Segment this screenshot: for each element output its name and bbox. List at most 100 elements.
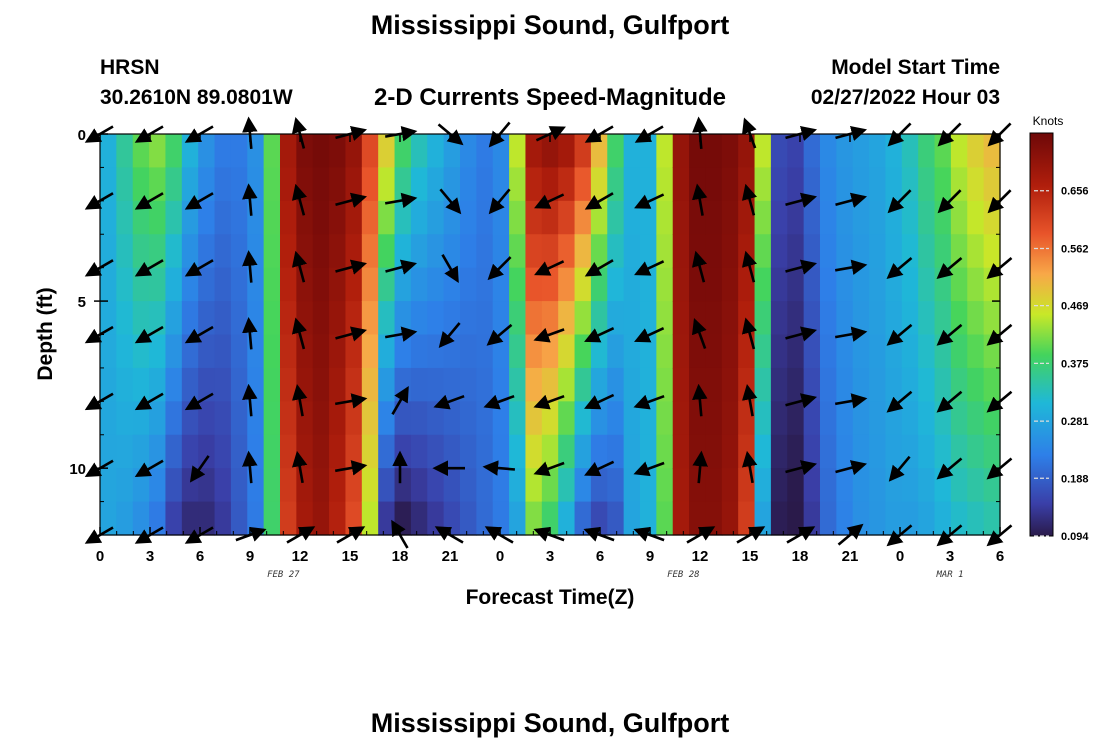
heatmap-cell — [427, 334, 445, 369]
heatmap-cell — [541, 434, 559, 469]
x-tick-label: 15 — [742, 548, 759, 565]
heatmap-cell — [394, 200, 412, 235]
heatmap-cell — [820, 134, 837, 169]
current-arrow — [584, 259, 614, 277]
heatmap-cell — [558, 200, 576, 235]
heatmap-cell — [198, 401, 216, 436]
heatmap-cell — [345, 367, 363, 402]
heatmap-cell — [165, 468, 183, 503]
heatmap-cell — [852, 468, 870, 503]
heatmap-cell — [754, 134, 772, 169]
heatmap-cell — [918, 234, 936, 269]
heatmap-cell — [967, 501, 985, 536]
heatmap-cell — [721, 234, 739, 269]
heatmap-cell — [950, 334, 968, 369]
heatmap-cell — [329, 468, 347, 503]
heatmap-cell — [967, 401, 985, 436]
heatmap-cell — [525, 134, 543, 169]
heatmap-cell — [378, 234, 396, 269]
current-arrow — [534, 193, 565, 209]
heatmap-cell — [656, 167, 674, 202]
date-label: FEB 28 — [667, 570, 700, 580]
heatmap-cell — [410, 468, 428, 503]
heatmap-cell — [705, 234, 723, 269]
heatmap-cell — [312, 167, 330, 202]
heatmap-cell — [803, 401, 821, 436]
heatmap-cell — [869, 501, 887, 536]
heatmap-cell — [149, 200, 167, 235]
heatmap-cell — [738, 468, 756, 503]
heatmap-cell — [165, 434, 183, 469]
x-tick-label: 9 — [246, 548, 254, 565]
heatmap-cell — [280, 267, 297, 302]
heatmap-cell — [770, 367, 788, 402]
heatmap-cell — [181, 301, 199, 336]
heatmap-cell — [345, 200, 363, 235]
heatmap-cell — [198, 234, 216, 269]
heatmap-cell — [214, 234, 232, 269]
heatmap-cell — [950, 267, 968, 302]
heatmap-cell — [132, 501, 150, 536]
heatmap-cell — [263, 134, 281, 169]
heatmap-cell — [656, 267, 674, 302]
heatmap-cell — [803, 468, 821, 503]
heatmap-cell — [836, 234, 854, 269]
heatmap-cell — [214, 434, 232, 469]
current-arrow — [936, 457, 963, 480]
heatmap-cell — [852, 200, 870, 235]
heatmap-cell — [836, 501, 854, 536]
date-label: FEB 27 — [267, 570, 300, 580]
heatmap-cell — [443, 200, 461, 235]
heatmap-cell — [950, 234, 968, 269]
heatmap-cell — [476, 200, 494, 235]
current-arrow — [134, 259, 164, 277]
heatmap-cell — [721, 334, 739, 369]
heatmap-cell — [820, 468, 837, 503]
heatmap-cell — [427, 434, 445, 469]
heatmap-cell — [967, 367, 985, 402]
heatmap-cell — [689, 334, 707, 369]
current-arrow — [741, 183, 758, 216]
heatmap-cell — [590, 301, 608, 336]
heatmap-cell — [541, 401, 559, 436]
heatmap-cell — [754, 468, 772, 503]
heatmap-cell — [509, 234, 527, 269]
heatmap-cell — [149, 401, 167, 436]
heatmap-cell — [100, 401, 117, 436]
heatmap-cell — [181, 234, 199, 269]
heatmap-cell — [312, 134, 330, 169]
heatmap-cell — [214, 334, 232, 369]
heatmap-cell — [378, 367, 396, 402]
heatmap-cell — [836, 167, 854, 202]
heatmap-cell — [885, 301, 903, 336]
heatmap-cell — [558, 334, 576, 369]
heatmap-cell — [263, 301, 281, 336]
heatmap-cell — [329, 134, 347, 169]
heatmap-cell — [721, 301, 739, 336]
heatmap-cell — [738, 501, 756, 536]
heatmap-cell — [280, 468, 297, 503]
heatmap-cell — [165, 367, 183, 402]
heatmap-cell — [525, 267, 543, 302]
heatmap-cell — [280, 134, 297, 169]
heatmap-cell — [803, 134, 821, 169]
heatmap-cell — [672, 334, 690, 369]
heatmap-cell — [640, 334, 657, 369]
heatmap-cell — [558, 434, 576, 469]
heatmap-cell — [623, 468, 641, 503]
heatmap-cell — [672, 200, 690, 235]
heatmap-cell — [869, 234, 887, 269]
current-arrow — [634, 193, 665, 209]
heatmap-cell — [770, 301, 788, 336]
station-coordinates: 30.2610N 89.0801W — [100, 86, 293, 109]
heatmap-cell — [901, 200, 919, 235]
heatmap-cell — [149, 134, 167, 169]
colorbar-tick-label: 0.469 — [1061, 301, 1089, 313]
heatmap-cell — [541, 167, 559, 202]
heatmap-cell — [787, 434, 805, 469]
heatmap-cell — [427, 367, 445, 402]
heatmap-cell — [918, 301, 936, 336]
x-tick-label: 0 — [896, 548, 904, 565]
heatmap-cell — [852, 134, 870, 169]
heatmap-cell — [705, 401, 723, 436]
